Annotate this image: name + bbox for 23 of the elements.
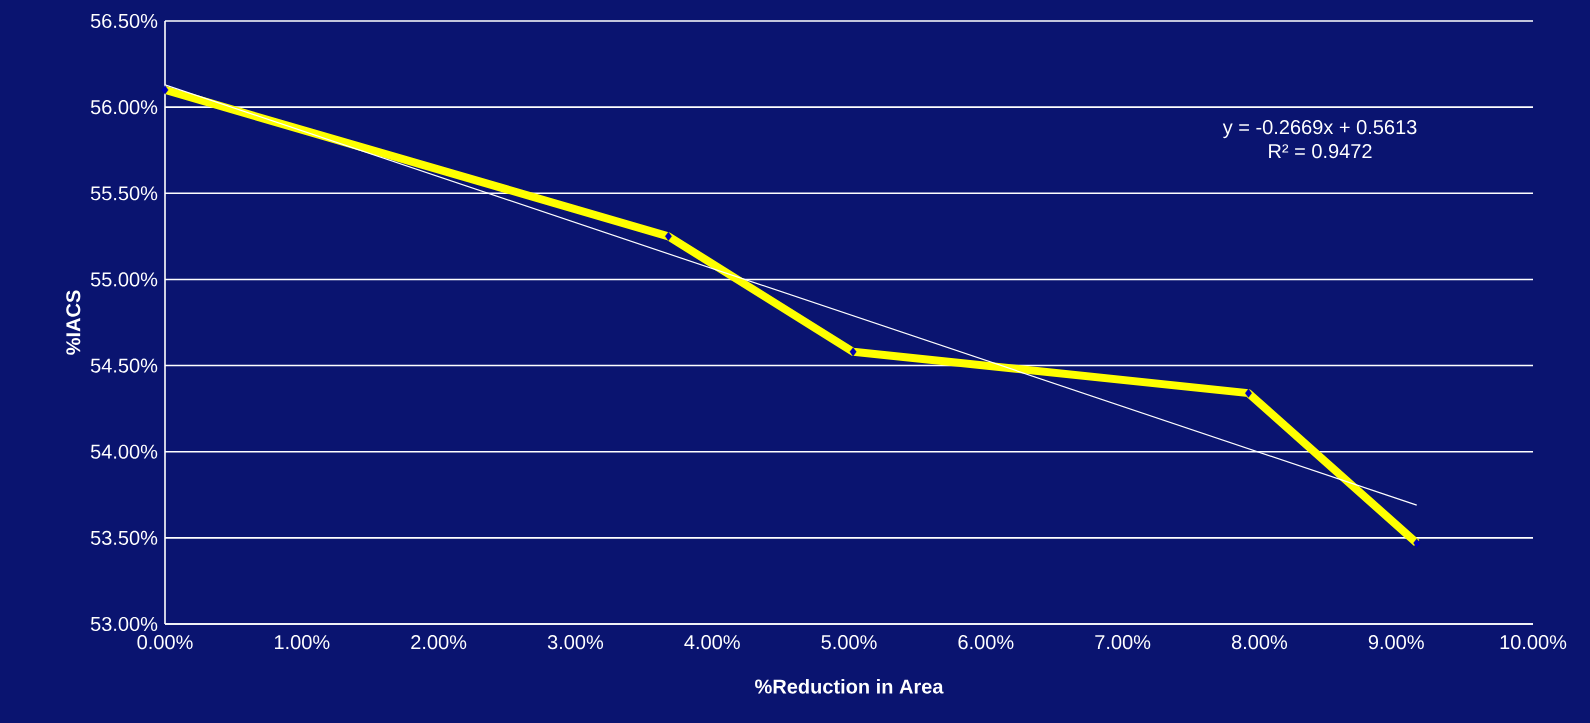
y-tick-label: 53.50% <box>90 530 158 545</box>
y-tick-label: 54.50% <box>90 358 158 373</box>
x-tick-label: 6.00% <box>958 635 1014 650</box>
x-tick-label: 3.00% <box>547 635 604 650</box>
x-tick-label: 7.00% <box>1095 635 1151 650</box>
y-tick-label: 54.00% <box>90 444 158 459</box>
x-axis-title: %Reduction in Area <box>755 678 944 694</box>
y-tick-label: 55.50% <box>90 186 158 201</box>
x-tick-label: 0.00% <box>137 635 193 650</box>
annotation: y = -0.2669x + 0.5613 <box>1222 120 1417 139</box>
x-tick-label: 10.00% <box>1500 635 1567 650</box>
y-tick-label: 55.00% <box>90 272 158 287</box>
y-axis-title: %IACS <box>66 290 81 355</box>
x-tick-label: 4.00% <box>684 635 740 650</box>
x-tick-label: 1.00% <box>274 635 330 650</box>
x-tick-label: 8.00% <box>1231 635 1288 650</box>
x-tick-label: 9.00% <box>1368 635 1424 650</box>
annotation: R² = 0.9472 <box>1269 144 1372 159</box>
x-tick-label: 2.00% <box>411 635 467 650</box>
y-tick-label: 56.00% <box>90 100 158 115</box>
y-tick-label: 53.00% <box>90 616 158 632</box>
y-tick-label: 56.50% <box>90 13 158 29</box>
x-tick-label: 5.00% <box>821 635 877 650</box>
